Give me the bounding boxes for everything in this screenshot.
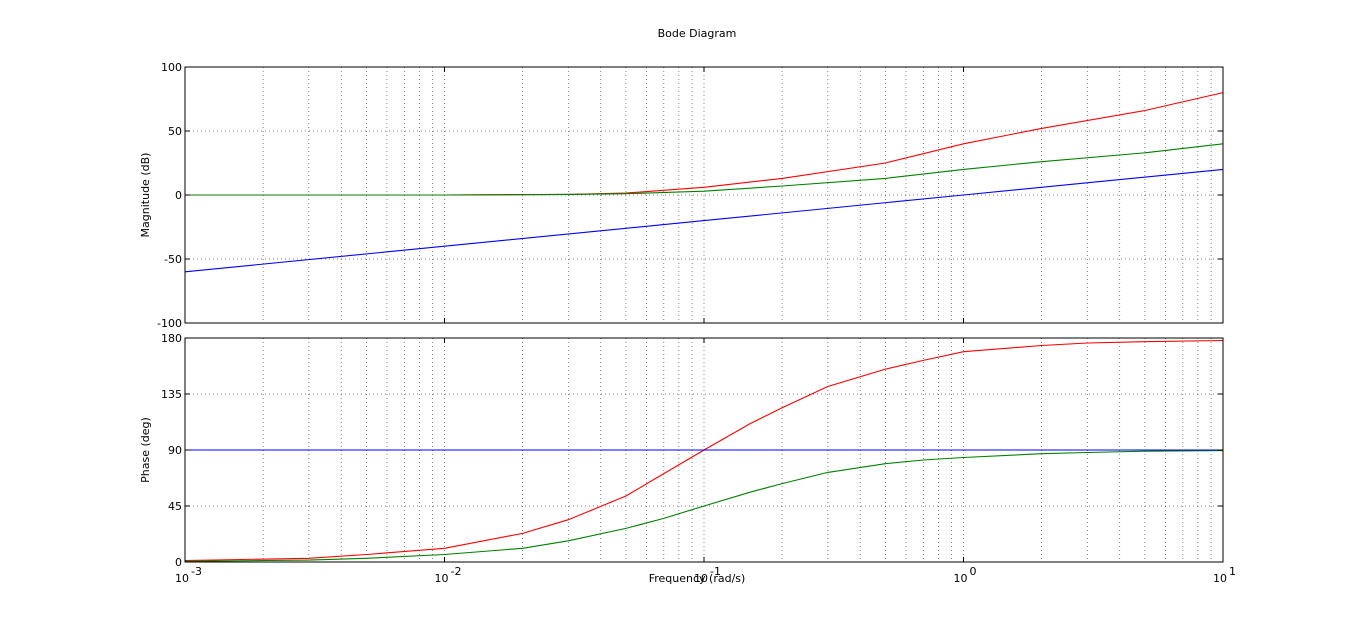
y-tick-label: 90 [168,444,182,457]
x-tick-exponent: 1 [1229,565,1236,578]
phase-subplot: 180 135 90 45 0 Phase (deg) [139,332,1224,569]
y-tick-label: 100 [161,61,182,74]
y-axis-label: Phase (deg) [139,417,152,483]
series-line-1 [185,143,1224,196]
x-tick-exponent: 0 [970,565,977,578]
series-line-1 [184,450,1224,562]
y-tick-label: 0 [175,556,182,569]
x-tick-label: 10 [435,572,449,585]
y-tick-label: 50 [168,125,182,138]
series-line-0 [184,339,1224,562]
x-tick-exponent: -3 [191,565,202,578]
y-tick-label: 180 [161,332,182,345]
y-tick-label: -100 [157,317,182,330]
y-axis-label: Magnitude (dB) [139,153,152,238]
x-tick-label: 10 [694,572,708,585]
x-tick-label: 10 [954,572,968,585]
y-tick-label: 45 [168,500,182,513]
y-tick-label: 135 [161,388,182,401]
magnitude-subplot: 100 50 0 -50 -100 Magnitude (dB) [139,61,1224,330]
x-tick-label: 10 [1213,572,1227,585]
x-axis-label: Frequency (rad/s) [649,572,746,585]
series-line-2 [184,168,1224,273]
x-tick-exponent: -1 [710,565,721,578]
x-tick-exponent: -2 [451,565,462,578]
y-tick-label: 0 [175,189,182,202]
chart-title: Bode Diagram [658,27,737,40]
x-tick-label: 10 [175,572,189,585]
y-tick-label: -50 [164,253,182,266]
